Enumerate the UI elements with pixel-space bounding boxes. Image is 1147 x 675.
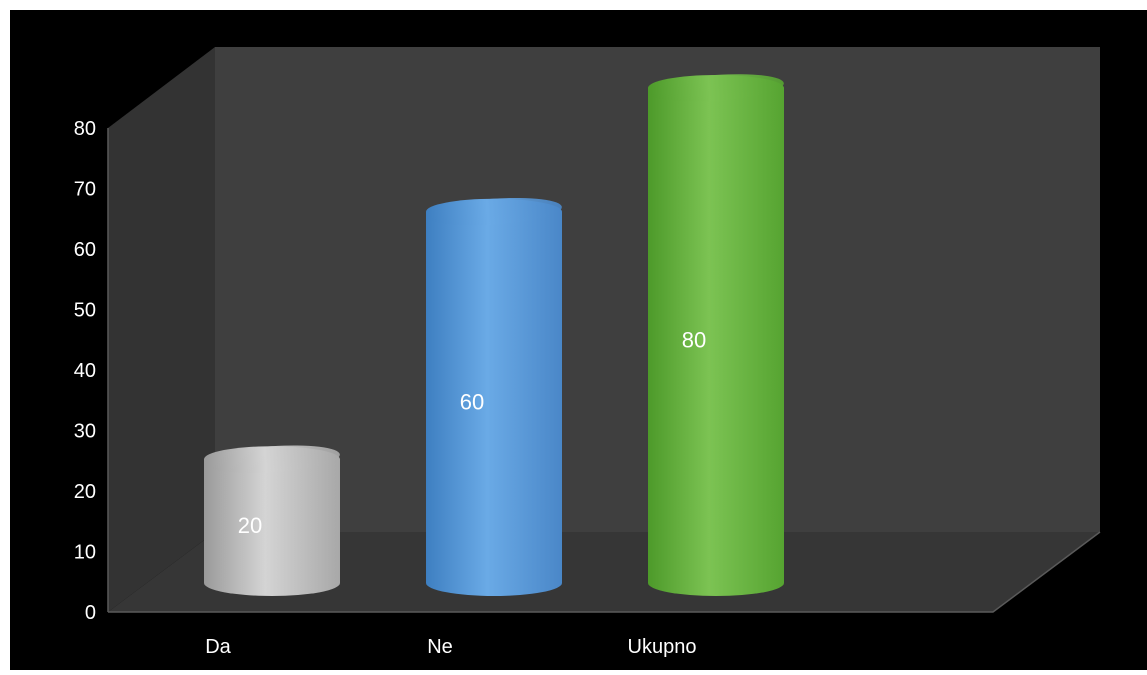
y-tick-label: 50 — [74, 300, 96, 322]
y-tick-label: 60 — [74, 239, 96, 261]
bars-group: 20 60 80 — [204, 74, 784, 596]
bar-ukupno: 80 — [648, 74, 784, 596]
category-label-da: Da — [205, 636, 231, 658]
bar-top — [648, 74, 784, 102]
bar-da: 20 — [204, 445, 340, 596]
data-label-ukupno: 80 — [682, 328, 706, 353]
chart-side-wall — [108, 47, 215, 612]
bar-top — [426, 197, 562, 226]
chart-floor — [108, 532, 1100, 612]
y-tick-label: 70 — [74, 179, 96, 201]
bar-body — [648, 75, 784, 596]
data-label-da: 20 — [238, 513, 262, 538]
value-axis-ticks: 0 10 20 30 40 50 60 70 80 — [74, 118, 96, 624]
bar-ne: 60 — [426, 197, 562, 596]
bar-body — [204, 446, 340, 596]
bar-top — [204, 445, 340, 474]
chart-floor-edge — [108, 531, 1101, 613]
y-tick-label: 20 — [74, 481, 96, 503]
category-label-ukupno: Ukupno — [628, 636, 697, 658]
y-tick-label: 10 — [74, 542, 96, 564]
y-tick-label: 80 — [74, 118, 96, 140]
y-tick-label: 30 — [74, 421, 96, 443]
y-tick-label: 40 — [74, 360, 96, 382]
category-axis-labels: Da Ne Ukupno — [205, 636, 696, 658]
data-label-ne: 60 — [460, 389, 484, 414]
y-tick-label: 0 — [85, 602, 96, 624]
bar-body — [426, 198, 562, 596]
category-label-ne: Ne — [427, 636, 453, 658]
